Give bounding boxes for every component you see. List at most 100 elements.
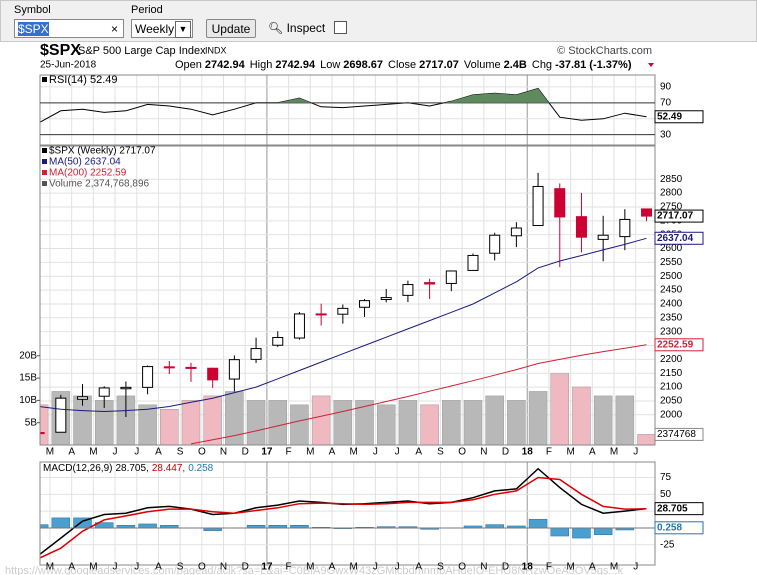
- y-tick-label: 2850: [660, 174, 683, 185]
- candle-body: [532, 185, 544, 227]
- quote-value: 2.4B: [504, 59, 527, 71]
- value-box-label: 2637.04: [657, 233, 694, 244]
- volume-bar: [268, 400, 288, 445]
- period-select[interactable]: Weekly ▼: [131, 19, 193, 38]
- y-tick-label: -25: [660, 539, 675, 550]
- legend-swatch: [42, 77, 47, 82]
- source: © StockCharts.com: [557, 45, 652, 57]
- quote-label: Low: [320, 59, 340, 71]
- x-tick-label: N: [480, 447, 487, 458]
- symbol-input[interactable]: $SPX ×: [14, 19, 124, 38]
- quote-value: -37.81 (-1.37%): [555, 59, 632, 71]
- x-tick-label: M: [610, 562, 618, 573]
- toolbar: Symbol $SPX × Period Weekly ▼ Update 🔍︎ In…: [0, 0, 757, 42]
- series-line: [40, 476, 647, 559]
- quote-label: Volume: [464, 59, 501, 71]
- candle-body: [250, 348, 262, 360]
- candle-body: [293, 313, 305, 339]
- x-tick-label: A: [329, 447, 336, 458]
- volume-bar: [485, 395, 504, 445]
- value-box: [654, 521, 704, 535]
- legend-entry: MA(200) 2252.59: [49, 168, 127, 179]
- panel-frame: [39, 145, 656, 446]
- x-tick-label: J: [395, 562, 400, 573]
- legend-entry: MA(50) 2637.04: [49, 157, 121, 168]
- x-tick-label: F: [286, 562, 292, 573]
- volume-bar: [311, 395, 331, 445]
- y-tick-label: 2200: [660, 354, 683, 365]
- value-box: [654, 338, 704, 352]
- x-tick-label: 18: [522, 447, 534, 458]
- legend-swatch: [42, 181, 47, 186]
- y-tick-label: 90: [660, 82, 672, 93]
- y-tick-label: 2500: [660, 271, 683, 282]
- volume-bar: [442, 400, 461, 445]
- candle-body: [359, 300, 371, 308]
- series-line: [40, 467, 647, 556]
- quote-label: Chg: [532, 59, 552, 71]
- volume-bar: [160, 409, 179, 445]
- histogram-bar: [528, 518, 548, 529]
- x-tick-label: J: [395, 447, 400, 458]
- y-tick-label: 2450: [660, 285, 683, 296]
- volume-bar: [550, 373, 570, 445]
- value-box-label: 2717.07: [657, 211, 694, 222]
- legend-entry: 0.258: [188, 463, 213, 474]
- x-tick-label: 17: [261, 447, 273, 458]
- candle-body: [641, 208, 653, 217]
- candle-body: [272, 336, 284, 346]
- x-tick-label: M: [350, 447, 358, 458]
- x-tick-label: J: [134, 562, 139, 573]
- value-box-label: 0.258: [657, 522, 682, 533]
- inspect-toggle[interactable]: 🔍︎ Inspect: [268, 21, 347, 35]
- candle-body: [554, 188, 566, 218]
- x-tick-label: O: [458, 562, 466, 573]
- x-tick-label: J: [134, 447, 139, 458]
- candle-body: [315, 313, 327, 316]
- series-line: [40, 87, 647, 123]
- y2-tick-label: 10B: [19, 395, 37, 406]
- x-tick-label: J: [373, 562, 378, 573]
- legend-swatch: [42, 170, 47, 175]
- histogram-bar: [485, 524, 504, 529]
- x-tick-label: N: [480, 562, 487, 573]
- index-name: S&P 500 Large Cap Index: [78, 45, 206, 57]
- y-tick-label: 2400: [660, 299, 683, 310]
- histogram-bar: [40, 524, 49, 529]
- legend-swatch: [42, 159, 47, 164]
- volume-bar: [593, 395, 613, 445]
- volume-bar: [181, 400, 201, 445]
- volume-bar: [138, 404, 157, 445]
- y-tick-label: 2150: [660, 368, 683, 379]
- volume-bar: [355, 400, 374, 445]
- candle-body: [55, 397, 67, 433]
- quote-label: Close: [388, 59, 416, 71]
- candle-body: [228, 359, 240, 380]
- candle-body: [207, 367, 219, 381]
- x-tick-label: 18: [522, 562, 534, 573]
- value-box-label: 2252.59: [657, 339, 694, 350]
- y-tick-label: 50: [660, 489, 672, 500]
- x-tick-label: N: [220, 562, 227, 573]
- symbol: $SPX: [40, 42, 81, 59]
- x-tick-label: M: [306, 447, 314, 458]
- volume-bar: [572, 386, 591, 445]
- volume-bar: [420, 404, 439, 445]
- x-tick-label: F: [286, 447, 292, 458]
- volume-bar: [507, 400, 526, 445]
- volume-bar: [528, 391, 548, 445]
- histogram-bar: [593, 527, 613, 535]
- x-tick-label: J: [633, 447, 638, 458]
- period-value: Weekly: [135, 22, 175, 36]
- quote-value: 2698.67: [343, 59, 383, 71]
- x-tick-label: J: [633, 562, 638, 573]
- update-button[interactable]: Update: [206, 19, 256, 38]
- x-tick-label: A: [155, 562, 162, 573]
- x-tick-label: O: [458, 447, 466, 458]
- series-line: [190, 344, 647, 445]
- candle-body: [77, 396, 89, 400]
- candle-body: [575, 216, 587, 238]
- legend: MACD(12,26,9) 28.705, 28.447, 0.258: [43, 463, 214, 474]
- x-tick-label: A: [155, 447, 162, 458]
